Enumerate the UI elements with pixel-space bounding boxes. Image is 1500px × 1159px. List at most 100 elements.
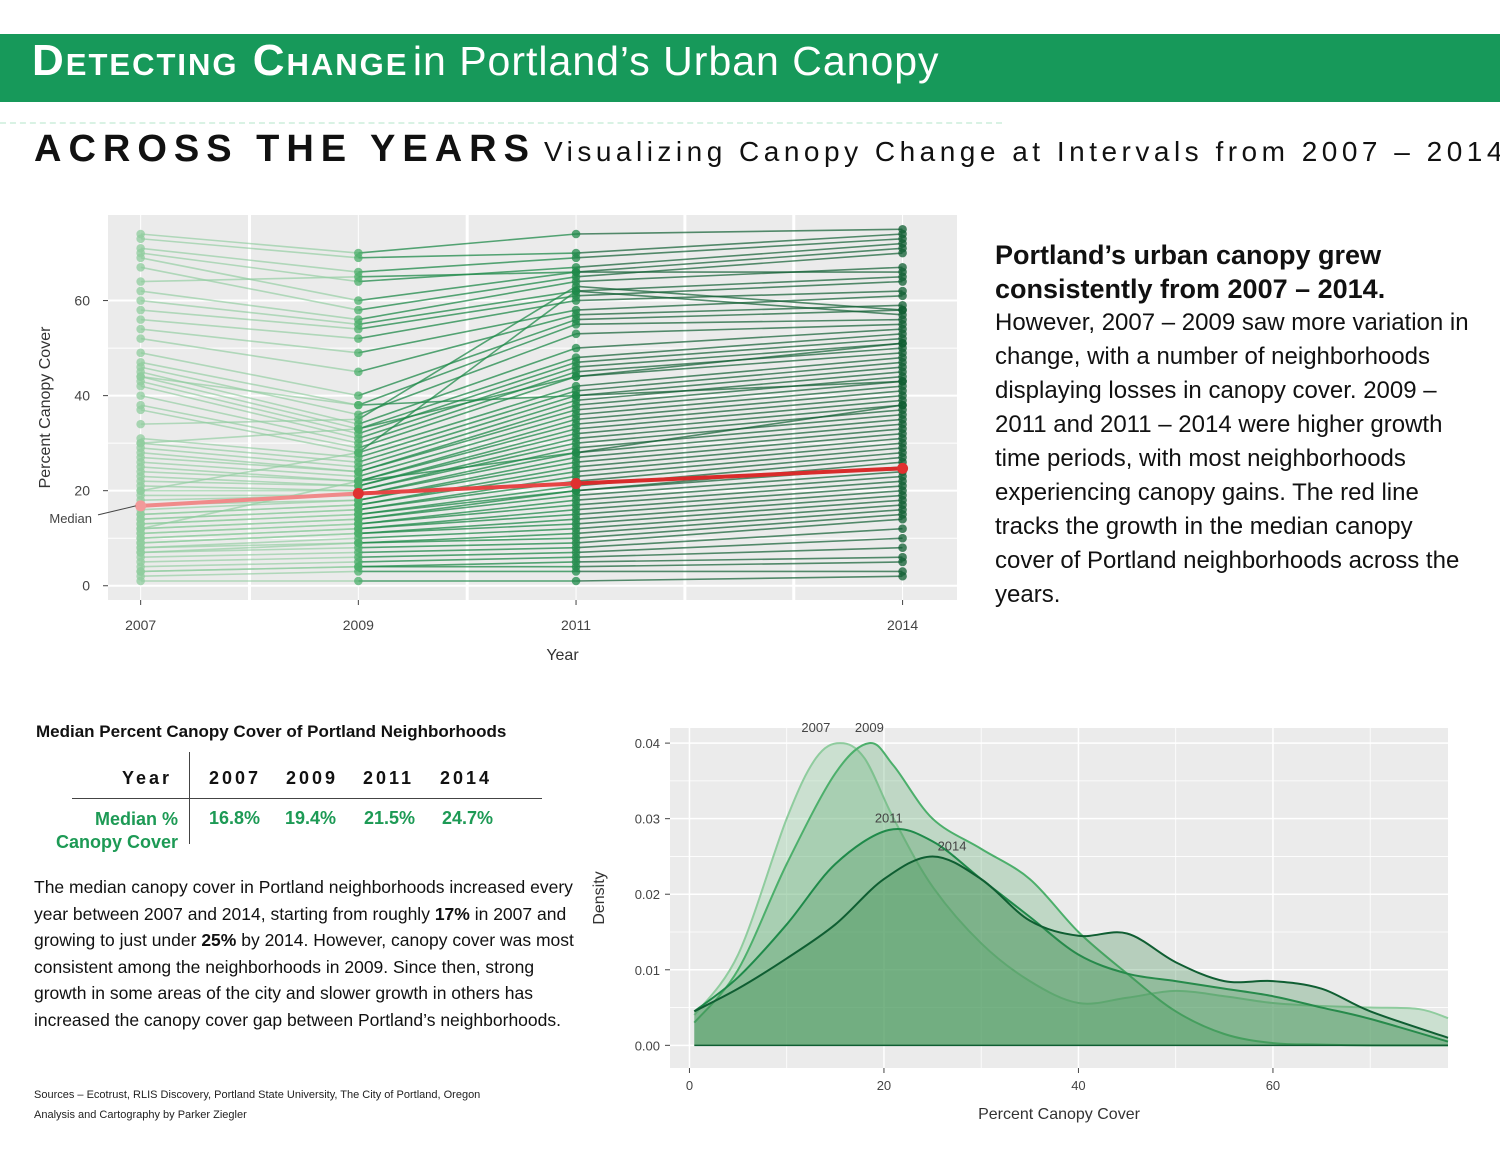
density-curve-2011 <box>693 828 1449 1043</box>
neighborhood-line-segment <box>358 451 577 497</box>
neighborhood-point <box>136 524 145 534</box>
neighborhood-line-segment <box>358 347 577 425</box>
neighborhood-line-segment <box>358 527 577 540</box>
neighborhood-line-segment <box>575 470 903 497</box>
neighborhood-line-segment <box>140 352 359 397</box>
neighborhood-line-segment <box>576 318 903 326</box>
neighborhood-line-segment <box>140 418 359 425</box>
density-chart: 0.00 0.01 0.02 0.03 0.04 0 20 40 60 Percent Canop… <box>591 720 1449 1123</box>
neighborhood-point <box>571 391 581 400</box>
neighborhood-line-segment <box>358 299 577 340</box>
neighborhood-line-segment <box>575 328 903 349</box>
table-column-rule <box>189 752 190 844</box>
neighborhood-line-segment <box>358 233 577 254</box>
density-y-tick-label: 0.00 <box>635 1038 660 1053</box>
neighborhood-line-segment <box>575 361 903 392</box>
neighborhood-line-segment <box>576 556 903 563</box>
density-y-tick-label: 0.04 <box>635 736 660 751</box>
page-title: Detecting Change in Portland’s Urban Can… <box>32 36 940 86</box>
neighborhood-line-segment <box>358 546 577 554</box>
neighborhood-line-segment <box>575 508 903 535</box>
slope-x-axis-title: Year <box>546 647 579 664</box>
neighborhood-line-segment <box>358 542 577 549</box>
neighborhood-line-segment <box>575 247 903 273</box>
neighborhood-line-segment <box>576 546 903 559</box>
median-point <box>570 478 582 490</box>
neighborhood-line-segment <box>140 299 359 326</box>
neighborhood-line-segment <box>140 275 359 283</box>
density-series-label: 2011 <box>875 810 903 825</box>
density-series-label: 2014 <box>938 838 967 853</box>
neighborhood-point <box>898 543 907 553</box>
neighborhood-line-segment <box>358 494 577 520</box>
page-title-caps: Detecting Change <box>32 36 409 85</box>
neighborhood-point <box>354 476 363 486</box>
paragraph-part-3: by 2014. However, canopy cover was most … <box>34 930 574 1030</box>
neighborhood-point <box>136 324 145 334</box>
neighborhood-point <box>571 320 581 329</box>
neighborhood-line-segment <box>576 228 903 235</box>
slope-y-axis-title: Percent Canopy Cover <box>37 326 54 489</box>
neighborhood-line-segment <box>140 523 359 535</box>
description-body: However, 2007 – 2009 saw more variation … <box>995 309 1469 608</box>
neighborhood-line-segment <box>140 309 359 330</box>
neighborhood-line-segment <box>358 556 577 563</box>
density-area-2007 <box>694 743 1448 1046</box>
table-header-rule <box>72 798 542 799</box>
neighborhood-point <box>571 253 581 263</box>
neighborhood-line-segment <box>140 385 359 440</box>
neighborhood-line-segment <box>140 556 359 563</box>
neighborhood-line-segment <box>358 318 577 397</box>
neighborhood-line-segment <box>140 290 359 321</box>
paragraph-part-1: The median canopy cover in Portland neig… <box>34 877 573 924</box>
neighborhood-line-segment <box>575 242 903 269</box>
neighborhood-line-segment <box>140 447 359 468</box>
neighborhood-line-segment <box>358 280 577 321</box>
neighborhood-point <box>136 277 145 286</box>
paragraph-bold-1: 17% <box>434 903 470 924</box>
neighborhood-line-segment <box>358 394 577 406</box>
median-line-segment <box>358 481 577 496</box>
table-row-label: Median % Canopy Cover <box>56 808 178 854</box>
neighborhood-point <box>354 424 363 434</box>
density-series-label: 2007 <box>801 720 830 735</box>
neighborhood-point <box>571 286 581 296</box>
neighborhood-line-segment <box>575 352 903 378</box>
neighborhood-line-segment <box>140 266 359 311</box>
neighborhood-point <box>898 533 907 543</box>
neighborhood-point <box>898 277 907 286</box>
neighborhood-line-segment <box>358 371 577 444</box>
neighborhood-line-segment <box>358 399 577 468</box>
neighborhood-line-segment <box>575 480 903 506</box>
neighborhood-line-segment <box>358 375 577 449</box>
median-point <box>352 488 364 500</box>
neighborhood-line-segment <box>140 337 359 373</box>
density-x-tick-label: 60 <box>1266 1078 1280 1093</box>
neighborhood-line-segment <box>358 295 577 330</box>
neighborhood-line-segment <box>575 518 903 544</box>
neighborhood-point <box>136 405 145 415</box>
neighborhood-line-segment <box>575 437 903 468</box>
neighborhood-line-segment <box>357 290 577 454</box>
neighborhood-line-segment <box>575 399 903 430</box>
page-title-rest: in Portland’s Urban Canopy <box>412 38 940 84</box>
neighborhood-point <box>136 372 145 381</box>
table-value-2011: 21.5% <box>364 808 416 828</box>
density-y-axis-title: Density <box>591 871 608 924</box>
neighborhood-line-segment <box>140 247 359 273</box>
neighborhood-point <box>354 391 363 400</box>
slope-y-tick-label: 60 <box>74 293 90 309</box>
neighborhood-line-segment <box>575 356 903 387</box>
neighborhood-point <box>571 372 581 381</box>
neighborhood-point <box>898 377 907 386</box>
summary-paragraph: The median canopy cover in Portland neig… <box>34 874 579 1033</box>
neighborhood-point <box>354 272 363 282</box>
neighborhood-line-segment <box>140 570 359 578</box>
neighborhood-line-segment <box>140 404 359 449</box>
neighborhood-line-segment <box>358 356 577 430</box>
neighborhood-line-segment <box>575 375 903 406</box>
neighborhood-line-segment <box>576 537 903 554</box>
neighborhood-point <box>136 234 145 244</box>
neighborhood-line-segment <box>140 428 359 444</box>
neighborhood-line-segment <box>358 256 577 273</box>
